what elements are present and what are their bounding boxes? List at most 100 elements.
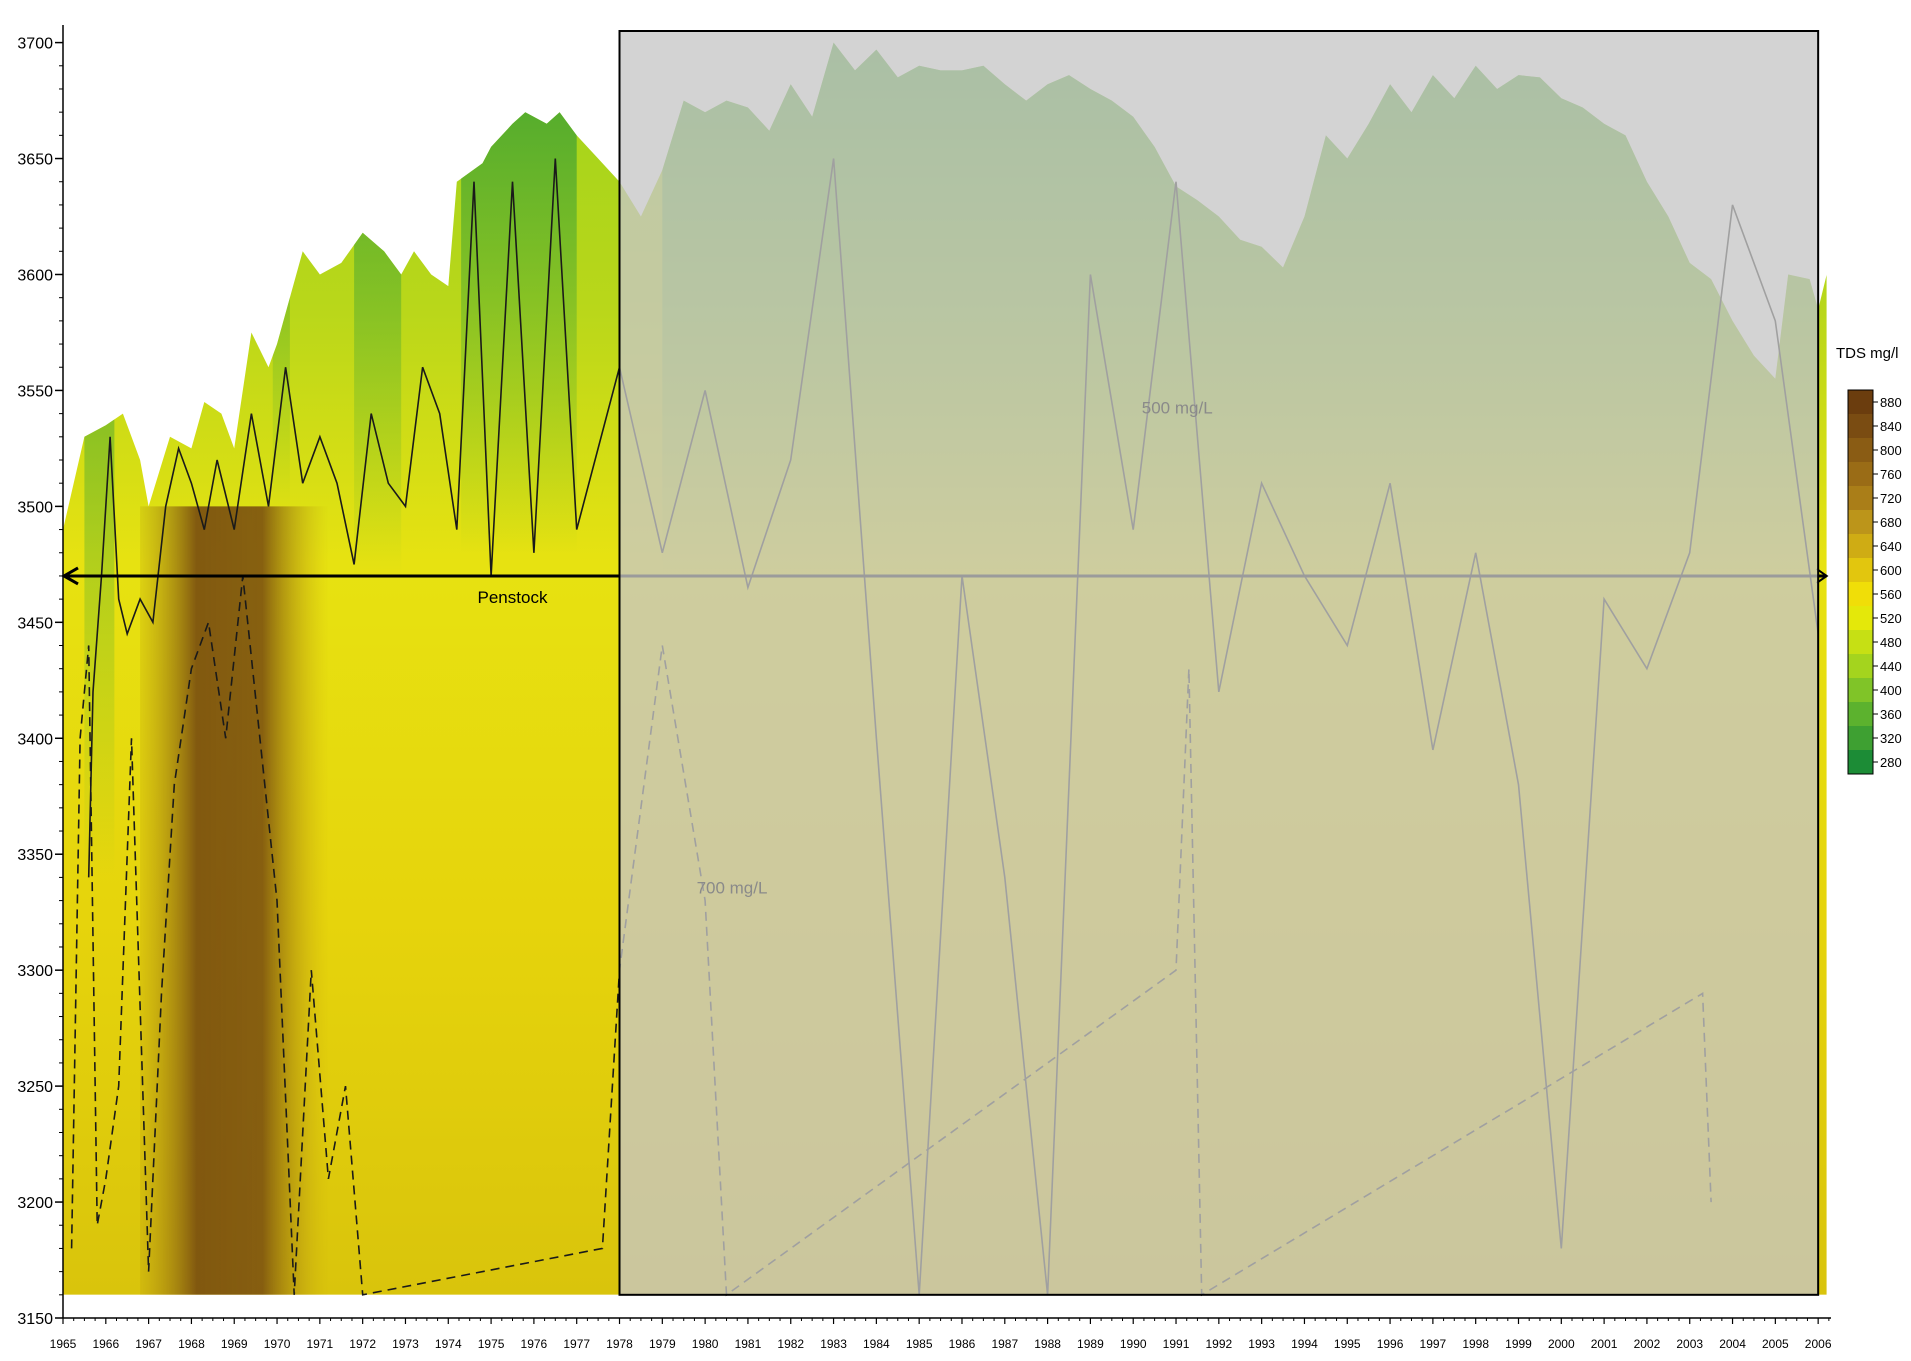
x-tick-label: 2001 — [1591, 1337, 1618, 1351]
legend-swatch — [1848, 678, 1873, 702]
x-tick-label: 1992 — [1205, 1337, 1232, 1351]
y-tick-label: 3550 — [17, 383, 53, 400]
x-tick-label: 1986 — [949, 1337, 976, 1351]
y-tick-label: 3600 — [17, 267, 53, 284]
legend-label: 880 — [1880, 395, 1902, 410]
x-tick-label: 1978 — [606, 1337, 633, 1351]
x-tick-label: 1985 — [906, 1337, 933, 1351]
axes: 3150 3200 3250 3300 3350 3400 3450 3500 3550 3600… — [17, 25, 1832, 1351]
x-tick-label: 2004 — [1719, 1337, 1746, 1351]
legend-label: 360 — [1880, 707, 1902, 722]
y-tick-label: 3300 — [17, 963, 53, 980]
legend-swatch — [1848, 462, 1873, 486]
y-tick-label: 3150 — [17, 1311, 53, 1328]
x-tick-label: 1970 — [264, 1337, 291, 1351]
tds-legend: TDS mg/l 880 840 800 760 720 680 640 600 560 520 4… — [1836, 345, 1902, 775]
legend-label: 600 — [1880, 563, 1902, 578]
x-tick-label: 2003 — [1676, 1337, 1703, 1351]
legend-label: 480 — [1880, 635, 1902, 650]
legend-label: 560 — [1880, 587, 1902, 602]
x-tick-label: 1982 — [777, 1337, 804, 1351]
legend-swatch — [1848, 702, 1873, 726]
legend-label: 520 — [1880, 611, 1902, 626]
penstock-arrow-right-icon — [1816, 568, 1829, 584]
x-tick-label: 1987 — [991, 1337, 1018, 1351]
x-tick-label: 1973 — [392, 1337, 419, 1351]
x-tick-label: 1967 — [135, 1337, 162, 1351]
y-tick-label: 3350 — [17, 847, 53, 864]
x-tick-label: 1993 — [1248, 1337, 1275, 1351]
x-tick-label: 1994 — [1291, 1337, 1318, 1351]
x-tick-label: 2005 — [1762, 1337, 1789, 1351]
x-tick-label: 1969 — [221, 1337, 248, 1351]
legend-swatch — [1848, 558, 1873, 582]
x-tick-label: 1966 — [92, 1337, 119, 1351]
y-tick-label: 3450 — [17, 615, 53, 632]
legend-title: TDS mg/l — [1836, 345, 1899, 362]
x-tick-label: 1976 — [521, 1337, 548, 1351]
legend-label: 320 — [1880, 731, 1902, 746]
legend-label: 640 — [1880, 539, 1902, 554]
legend-swatch — [1848, 438, 1873, 462]
x-tick-label: 1983 — [820, 1337, 847, 1351]
x-tick-label: 1965 — [50, 1337, 77, 1351]
legend-swatch — [1848, 414, 1873, 438]
legend-swatch — [1848, 510, 1873, 534]
low-tds-band — [354, 42, 402, 576]
y-tick-label: 3650 — [17, 152, 53, 169]
y-tick-label: 3500 — [17, 499, 53, 516]
x-tick-label: 1998 — [1462, 1337, 1489, 1351]
legend-colorbar: 880 840 800 760 720 680 640 600 560 520 480 440 400 3… — [1847, 389, 1902, 775]
penstock-label: Penstock — [478, 588, 548, 607]
x-tick-label: 1981 — [735, 1337, 762, 1351]
legend-label: 760 — [1880, 467, 1902, 482]
x-tick-label: 2000 — [1548, 1337, 1575, 1351]
x-tick-label: 1971 — [307, 1337, 334, 1351]
contour-500-label: 500 mg/L — [1142, 399, 1213, 418]
y-axis-ticks: 3150 3200 3250 3300 3350 3400 3450 3500 3550 3600… — [17, 36, 63, 1328]
x-tick-label: 1995 — [1334, 1337, 1361, 1351]
contour-700-label: 700 mg/L — [697, 879, 768, 898]
y-tick-label: 3250 — [17, 1079, 53, 1096]
legend-swatch — [1848, 726, 1873, 750]
legend-swatch — [1848, 654, 1873, 678]
x-tick-label: 1968 — [178, 1337, 205, 1351]
x-tick-label: 1979 — [649, 1337, 676, 1351]
legend-label: 680 — [1880, 515, 1902, 530]
x-tick-label: 1975 — [478, 1337, 505, 1351]
x-tick-label: 2006 — [1805, 1337, 1832, 1351]
x-tick-label: 1988 — [1034, 1337, 1061, 1351]
legend-label: 440 — [1880, 659, 1902, 674]
y-tick-label: 3200 — [17, 1195, 53, 1212]
legend-swatch — [1848, 390, 1873, 414]
x-tick-label: 1972 — [349, 1337, 376, 1351]
highlight-overlay — [618, 30, 1820, 1296]
low-tds-band — [84, 42, 115, 878]
x-tick-label: 1980 — [692, 1337, 719, 1351]
x-tick-label: 1989 — [1077, 1337, 1104, 1351]
legend-border — [1847, 389, 1874, 775]
legend-label: 840 — [1880, 419, 1902, 434]
legend-swatch — [1848, 582, 1873, 606]
x-tick-label: 1991 — [1163, 1337, 1190, 1351]
penstock-arrow-left-icon — [60, 566, 79, 586]
legend-swatch — [1848, 750, 1873, 774]
legend-label: 280 — [1880, 755, 1902, 770]
y-tick-label: 3700 — [17, 36, 53, 53]
x-tick-label: 1974 — [435, 1337, 462, 1351]
legend-label: 720 — [1880, 491, 1902, 506]
x-tick-label: 1999 — [1505, 1337, 1532, 1351]
x-tick-label: 1984 — [863, 1337, 890, 1351]
legend-swatch — [1848, 630, 1873, 654]
x-tick-label: 2002 — [1634, 1337, 1661, 1351]
low-tds-band — [272, 42, 290, 507]
legend-label: 800 — [1880, 443, 1902, 458]
x-tick-label: 1997 — [1420, 1337, 1447, 1351]
legend-swatch — [1848, 534, 1873, 558]
y-tick-label: 3400 — [17, 731, 53, 748]
legend-label: 400 — [1880, 683, 1902, 698]
x-tick-label: 1977 — [563, 1337, 590, 1351]
x-tick-label: 1990 — [1120, 1337, 1147, 1351]
x-axis-ticks: 1965 1966 1967 1968 1969 1970 1971 1972 1973 1974… — [50, 1318, 1832, 1351]
